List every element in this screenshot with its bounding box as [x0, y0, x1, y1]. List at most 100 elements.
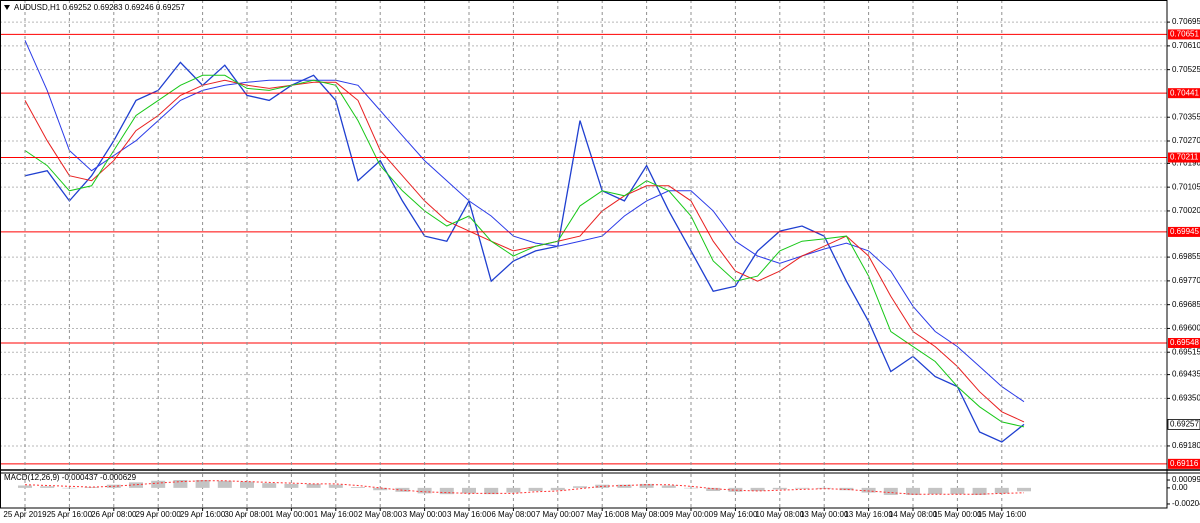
x-tick-label: 13 May 00:00	[800, 510, 849, 519]
histogram-bar	[151, 480, 166, 488]
x-tick-label: 1 May 16:00	[314, 510, 359, 519]
y-tick-label: 0.69350	[1172, 393, 1200, 402]
x-tick-label: 10 May 08:00	[756, 510, 805, 519]
histogram-bar	[550, 487, 565, 491]
histogram-bar	[661, 485, 676, 488]
x-tick-label: 15 May 00:00	[933, 510, 982, 519]
x-tick-label: 3 May 00:00	[403, 510, 448, 519]
y-tick-label: 0.70525	[1172, 65, 1200, 74]
histogram-bar	[573, 486, 587, 488]
y-tick-label: 0.70105	[1172, 182, 1200, 191]
histogram-bar	[528, 487, 543, 492]
level-label: 0.70651	[1170, 30, 1199, 39]
series-line	[24, 61, 1025, 443]
x-tick-label: 29 Apr 00:00	[136, 510, 182, 519]
histogram-bar	[328, 484, 343, 488]
level-label-box	[1168, 226, 1200, 237]
y-tick-label: 0.70020	[1172, 206, 1200, 215]
histogram-bar	[750, 487, 765, 492]
y-tick-label: 0.000998	[1172, 475, 1200, 484]
x-tick-label: 13 May 16:00	[844, 510, 893, 519]
histogram-bar	[706, 487, 721, 492]
histogram-bar	[84, 487, 99, 488]
series-line	[24, 480, 1025, 495]
x-tick-label: 7 May 16:00	[580, 510, 625, 519]
x-tick-label: 25 Apr 16:00	[47, 510, 93, 519]
histogram-bar	[462, 487, 476, 494]
x-tick-label: 3 May 16:00	[447, 510, 492, 519]
histogram-bar	[595, 484, 610, 488]
histogram-bar	[306, 483, 321, 488]
x-tick-label: 30 Apr 08:00	[224, 510, 270, 519]
plot-layer	[0, 0, 1167, 508]
histogram-bar	[417, 487, 432, 494]
x-tick-label: 14 May 08:00	[889, 510, 938, 519]
histogram-bar	[129, 482, 143, 488]
histogram-bar	[795, 487, 809, 489]
level-label-box	[1168, 88, 1200, 99]
y-tick-label: 0.70190	[1172, 158, 1200, 167]
macd-title: MACD(12,26,9) -0.000437 -0.000629	[4, 473, 137, 482]
level-label-box	[1168, 337, 1200, 348]
histogram-bar	[284, 483, 299, 488]
x-tick-label: 25 Apr 2019	[3, 510, 47, 519]
histogram-bar	[373, 487, 388, 491]
y-tick-label: 0.70355	[1172, 112, 1200, 121]
level-label: 0.69116	[1170, 459, 1199, 468]
histogram-bar	[18, 485, 32, 488]
histogram-bar	[839, 487, 854, 491]
y-tick-label: 0.70270	[1172, 136, 1200, 145]
y-tick-label: 0.00	[1172, 483, 1188, 492]
level-label-box	[1168, 152, 1200, 163]
histogram-bar	[62, 487, 77, 489]
level-label: 0.69945	[1170, 227, 1199, 236]
histogram-bar	[906, 487, 920, 495]
y-tick-label: 0.69685	[1172, 300, 1200, 309]
y-tick-label: 0.70610	[1172, 41, 1200, 50]
x-tick-label: 26 Apr 08:00	[91, 510, 137, 519]
x-tick-label: 1 May 00:00	[269, 510, 314, 519]
series-line	[24, 40, 1025, 403]
y-tick-label: 0.69515	[1172, 347, 1200, 356]
x-tick-label: 29 Apr 16:00	[180, 510, 226, 519]
histogram-bar	[439, 487, 454, 495]
histogram-bar	[972, 487, 987, 495]
histogram-bar	[40, 486, 55, 488]
y-tick-label: -0.002047	[1172, 499, 1200, 508]
x-tick-label: 6 May 08:00	[491, 510, 536, 519]
x-tick-label: 15 May 16:00	[978, 510, 1027, 519]
level-label: 0.70441	[1170, 88, 1199, 97]
histogram-bar	[684, 487, 698, 489]
series-line	[24, 74, 1025, 428]
histogram-bar	[506, 487, 521, 493]
current-price-label: 0.69257	[1170, 420, 1199, 429]
level-label-box	[1168, 458, 1200, 469]
level-label: 0.70211	[1170, 153, 1199, 162]
price-label-box	[1167, 418, 1200, 430]
histogram-bar	[728, 487, 743, 492]
histogram-bar	[217, 480, 232, 488]
x-tick-label: 9 May 16:00	[713, 510, 758, 519]
y-tick-label: 0.69435	[1172, 370, 1200, 379]
level-label: 0.69548	[1170, 338, 1199, 347]
chart-title: AUDUSD,H1 0.69252 0.69283 0.69246 0.6925…	[14, 3, 185, 12]
series-line	[24, 79, 1025, 423]
histogram-bar	[883, 487, 898, 495]
x-tick-label: 9 May 00:00	[669, 510, 714, 519]
histogram-bar	[861, 487, 876, 493]
histogram-bar	[240, 481, 254, 488]
x-tick-label: 7 May 00:00	[536, 510, 581, 519]
histogram-bar	[639, 483, 654, 488]
histogram-bar	[484, 487, 499, 495]
y-tick-label: 0.69855	[1172, 252, 1200, 261]
histogram-bar	[772, 487, 787, 490]
y-tick-label: 0.69770	[1172, 276, 1200, 285]
histogram-bar	[262, 483, 277, 488]
histogram-bar	[173, 480, 188, 488]
histogram-bar	[195, 480, 210, 488]
symbol-menu-arrow[interactable]	[4, 5, 10, 10]
histogram-bar	[928, 487, 943, 495]
